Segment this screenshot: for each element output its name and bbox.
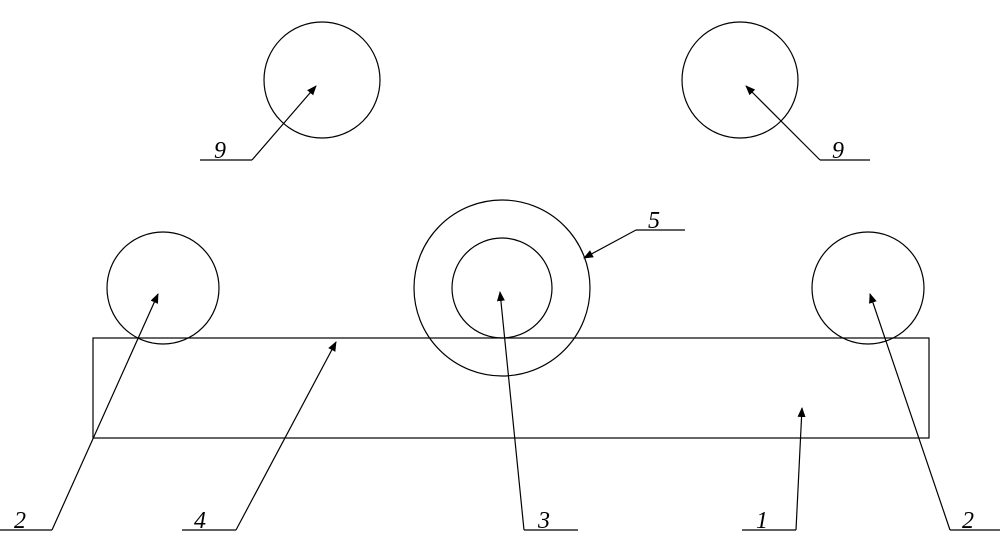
- base-rectangle: [93, 338, 929, 438]
- center-outer-circle: [414, 200, 590, 376]
- leader-1: 1: [742, 408, 802, 534]
- left-circle: [107, 232, 219, 344]
- leader-3: 3: [500, 292, 578, 534]
- leader-2-right: 2: [870, 294, 1000, 534]
- center-inner-circle: [452, 238, 552, 338]
- diagram-svg: 9 9 5 2 4 3 1 2: [0, 0, 1000, 548]
- leader-label: 1: [756, 508, 768, 534]
- leader-arrow: [52, 294, 158, 530]
- leader-label: 2: [962, 508, 974, 534]
- leader-arrow: [796, 408, 802, 530]
- leader-arrow: [584, 230, 636, 258]
- leader-label: 9: [832, 138, 844, 164]
- leader-label: 2: [14, 508, 26, 534]
- leader-arrow: [236, 342, 336, 530]
- leader-label: 4: [194, 508, 206, 534]
- leader-9-left: 9: [200, 86, 316, 164]
- leader-5: 5: [584, 208, 685, 258]
- leader-arrow: [746, 86, 820, 160]
- top-left-circle: [264, 22, 380, 138]
- leader-label: 3: [537, 508, 550, 534]
- leader-arrow: [500, 292, 524, 530]
- leader-label: 5: [648, 208, 660, 234]
- leader-arrow: [870, 294, 950, 530]
- leaders-group: 9 9 5 2 4 3 1 2: [0, 86, 1000, 534]
- leader-2-left: 2: [0, 294, 158, 534]
- right-circle: [812, 232, 924, 344]
- leader-label: 9: [214, 138, 226, 164]
- shapes-group: [93, 22, 929, 438]
- leader-9-right: 9: [746, 86, 870, 164]
- leader-arrow: [252, 86, 316, 160]
